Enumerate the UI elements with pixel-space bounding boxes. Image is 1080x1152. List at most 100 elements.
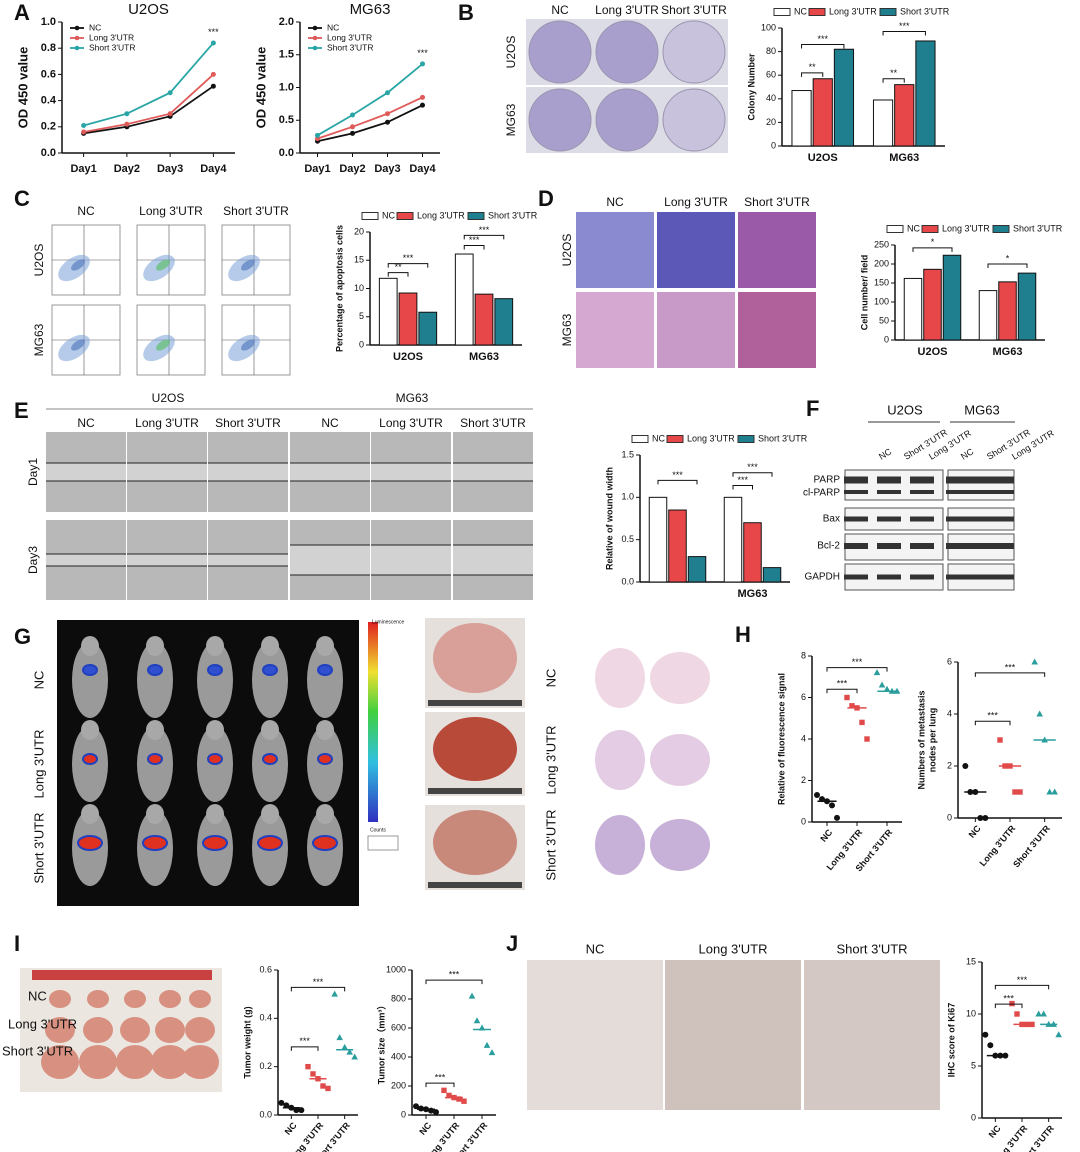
- bar: [494, 298, 514, 346]
- blot: [844, 469, 944, 501]
- legend-label: Short 3'UTR: [1013, 223, 1063, 233]
- signal: [77, 835, 103, 851]
- point: [1055, 1031, 1062, 1038]
- y-tick-label: 1.0: [621, 492, 634, 502]
- mouse: [72, 642, 108, 718]
- point: [829, 802, 835, 809]
- significance: *: [1006, 253, 1010, 263]
- significance-bracket: [826, 667, 888, 672]
- events: [241, 259, 255, 271]
- point: [1035, 1010, 1042, 1017]
- band: [910, 543, 934, 549]
- blot: [947, 469, 1015, 501]
- row-label: MG63: [504, 103, 518, 136]
- mouse-head: [81, 636, 99, 656]
- significance: ***: [737, 475, 748, 485]
- bar: [762, 567, 782, 583]
- y-tick-label: 1.5: [279, 49, 294, 61]
- tumor: [83, 1017, 113, 1043]
- column-label: Long 3'UTR: [139, 204, 203, 218]
- band: [990, 543, 1014, 549]
- significance-bracket: [994, 984, 1050, 990]
- section: [595, 815, 645, 875]
- band: [968, 476, 992, 484]
- significance: ***: [449, 970, 460, 980]
- band: [910, 490, 934, 494]
- legend-label: Short 3'UTR: [327, 42, 374, 52]
- bar: [998, 281, 1017, 341]
- lane-label: NC: [877, 446, 894, 462]
- events: [241, 339, 255, 351]
- point: [320, 1083, 326, 1089]
- row-label: NC: [31, 671, 46, 690]
- plate: [662, 20, 726, 84]
- panel-letter: B: [458, 0, 474, 25]
- significance-bracket: [974, 672, 1046, 677]
- chart-title: U2OS: [128, 1, 169, 18]
- column-label: NC: [586, 941, 605, 956]
- point: [210, 71, 216, 77]
- legend-marker: [312, 45, 318, 51]
- lung: [433, 717, 517, 781]
- row-label: Short 3'UTR: [2, 1043, 73, 1058]
- band: [968, 516, 992, 522]
- y-tick-label: 4: [947, 708, 952, 718]
- column-label: NC: [551, 3, 569, 17]
- x-tick-label: NC: [818, 827, 834, 844]
- column-label: Short 3'UTR: [661, 3, 727, 17]
- legend-swatch: [773, 8, 791, 16]
- y-tick-label: 6: [947, 656, 952, 666]
- panel-letter: J: [506, 931, 518, 956]
- chart-title: MG63: [350, 1, 391, 18]
- section: [650, 652, 710, 704]
- y-axis-label: OD 450 value: [253, 47, 268, 129]
- signal: [312, 835, 338, 851]
- significance-bracket: [290, 986, 346, 992]
- series-line: [83, 73, 214, 133]
- column-label: Long 3'UTR: [699, 941, 768, 956]
- band: [990, 516, 1014, 522]
- y-tick-label: 0: [801, 816, 806, 826]
- mouse: [252, 642, 288, 718]
- y-axis-label: Tumor size（mm³）: [376, 1001, 386, 1085]
- x-tick-label: Day3: [374, 163, 400, 175]
- tumor: [151, 1045, 189, 1079]
- point: [350, 124, 355, 130]
- image-tile: [527, 960, 663, 1110]
- point: [446, 1092, 452, 1099]
- point: [1051, 788, 1058, 795]
- significance: ***: [1017, 975, 1028, 985]
- significance-bracket: [994, 1003, 1023, 1009]
- x-tick-label: MG63: [469, 351, 499, 363]
- signal: [207, 753, 223, 765]
- x-tick-label: Day2: [339, 163, 365, 175]
- panel-letter: I: [14, 931, 20, 956]
- x-tick-label: NC: [987, 1123, 1003, 1140]
- colorbar-box: [367, 835, 399, 851]
- legend-marker: [74, 45, 80, 51]
- band: [910, 574, 934, 580]
- point: [331, 990, 338, 997]
- point: [350, 130, 355, 136]
- point: [325, 1085, 331, 1092]
- point: [982, 815, 989, 821]
- row-label: Short 3'UTR: [543, 809, 558, 880]
- plate: [528, 20, 592, 84]
- x-tick-label: NC: [967, 823, 983, 840]
- point: [1012, 789, 1018, 795]
- image-tile: [371, 545, 451, 575]
- legend-label: Short 3'UTR: [758, 433, 808, 443]
- tumor: [87, 990, 109, 1008]
- y-tick-label: 0.6: [41, 68, 56, 80]
- image-tile: [738, 292, 816, 368]
- point: [473, 1017, 481, 1024]
- band-label: Bcl-2: [817, 541, 840, 552]
- significance-bracket: [657, 479, 698, 485]
- significance: ***: [299, 1036, 310, 1046]
- significance-bracket: [882, 31, 926, 36]
- y-tick-label: 6: [801, 692, 806, 702]
- band: [844, 476, 868, 484]
- point: [350, 112, 355, 118]
- significance: ***: [817, 34, 828, 44]
- image-tile: [46, 463, 126, 481]
